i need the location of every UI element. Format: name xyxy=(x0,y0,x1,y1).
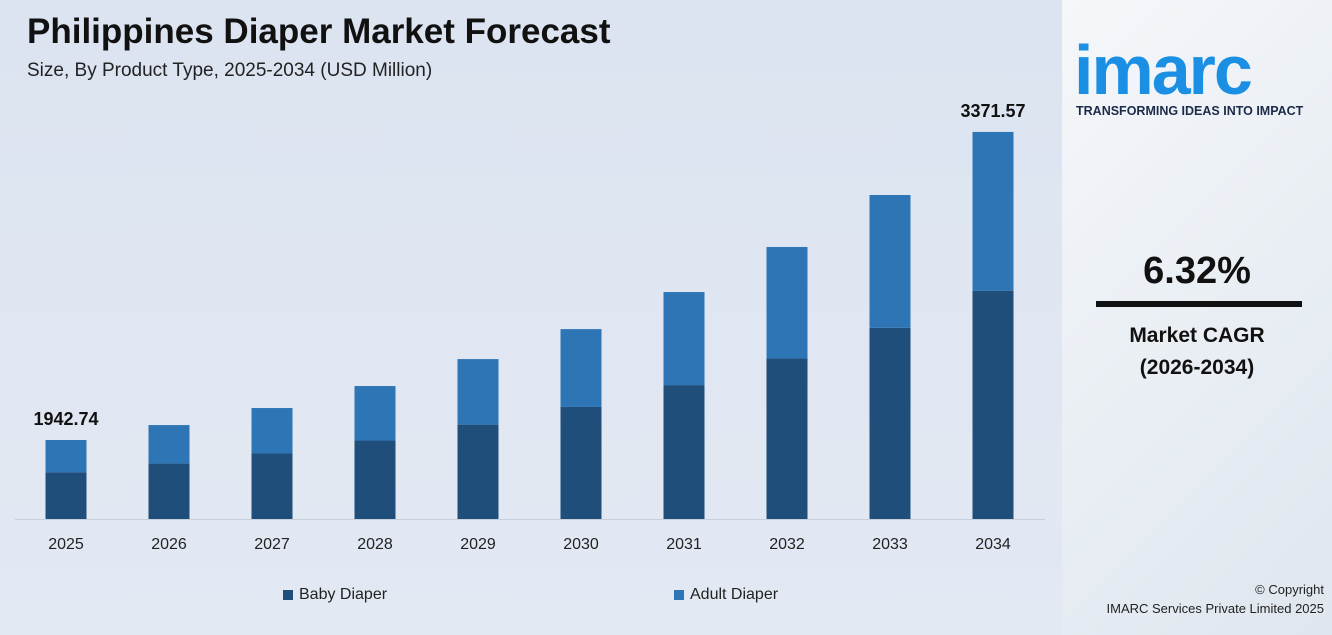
x-tick-label: 2031 xyxy=(666,536,702,553)
bar-adult-diaper xyxy=(560,329,602,407)
bar-adult-diaper xyxy=(251,408,293,454)
cagr-label: Market CAGR (2026-2034) xyxy=(1062,320,1332,384)
bar-adult-diaper xyxy=(869,195,911,328)
bar-adult-diaper xyxy=(972,131,1014,291)
x-tick-label: 2025 xyxy=(48,536,84,553)
bar-adult-diaper xyxy=(45,439,87,473)
data-label: 3371.57 xyxy=(960,101,1025,121)
bar-baby-diaper xyxy=(972,290,1014,519)
bar-adult-diaper xyxy=(766,246,808,359)
bar-baby-diaper xyxy=(766,358,808,519)
data-label: 1942.74 xyxy=(33,409,98,429)
cagr-value: 6.32% xyxy=(1143,250,1251,292)
legend-label: Baby Diaper xyxy=(299,586,388,603)
cagr-label-text: Market CAGR xyxy=(1129,324,1265,347)
x-tick-label: 2027 xyxy=(254,536,290,553)
x-tick-label: 2028 xyxy=(357,536,393,553)
bar-baby-diaper xyxy=(45,472,87,519)
bar-adult-diaper xyxy=(457,359,499,425)
bar-adult-diaper xyxy=(663,292,705,386)
legend-item-adult-diaper: Adult Diaper xyxy=(674,586,778,604)
legend-item-baby-diaper: Baby Diaper xyxy=(283,586,387,604)
legend-swatch xyxy=(674,590,684,600)
bar-baby-diaper xyxy=(251,453,293,519)
bar-baby-diaper xyxy=(869,327,911,519)
bar-adult-diaper xyxy=(148,425,190,464)
bar-baby-diaper xyxy=(560,406,602,519)
bar-baby-diaper xyxy=(354,440,396,519)
company-name: IMARC Services Private Limited 2025 xyxy=(1106,601,1324,616)
copyright-text: © Copyright xyxy=(1255,582,1324,597)
x-tick-label: 2030 xyxy=(563,536,599,553)
x-tick-label: 2034 xyxy=(975,536,1011,553)
cagr-period: (2026-2034) xyxy=(1139,356,1255,379)
bar-baby-diaper xyxy=(663,385,705,519)
bar-baby-diaper xyxy=(457,424,499,519)
x-tick-label: 2029 xyxy=(460,536,496,553)
legend-swatch xyxy=(283,590,293,600)
brand-panel: imarc TRANSFORMING IDEAS INTO IMPACT 6.3… xyxy=(1062,0,1332,635)
imarc-logo: imarc xyxy=(1074,31,1253,109)
bar-chart: 2025 1942.74 2026 2027 2028 2029 2030 2031 2032 2… xyxy=(15,101,1045,553)
chart-subtitle: Size, By Product Type, 2025-2034 (USD Mi… xyxy=(27,60,433,81)
chart-panel: Philippines Diaper Market Forecast Size,… xyxy=(0,0,1062,635)
x-tick-label: 2026 xyxy=(151,536,187,553)
copyright: © Copyright IMARC Services Private Limite… xyxy=(1062,580,1324,618)
bar-adult-diaper xyxy=(354,386,396,441)
divider xyxy=(1096,301,1302,307)
chart-title: Philippines Diaper Market Forecast xyxy=(27,12,611,51)
x-tick-label: 2033 xyxy=(872,536,908,553)
bar-baby-diaper xyxy=(148,463,190,519)
legend-label: Adult Diaper xyxy=(690,586,779,603)
x-tick-label: 2032 xyxy=(769,536,805,553)
tagline: TRANSFORMING IDEAS INTO IMPACT xyxy=(1076,104,1304,118)
